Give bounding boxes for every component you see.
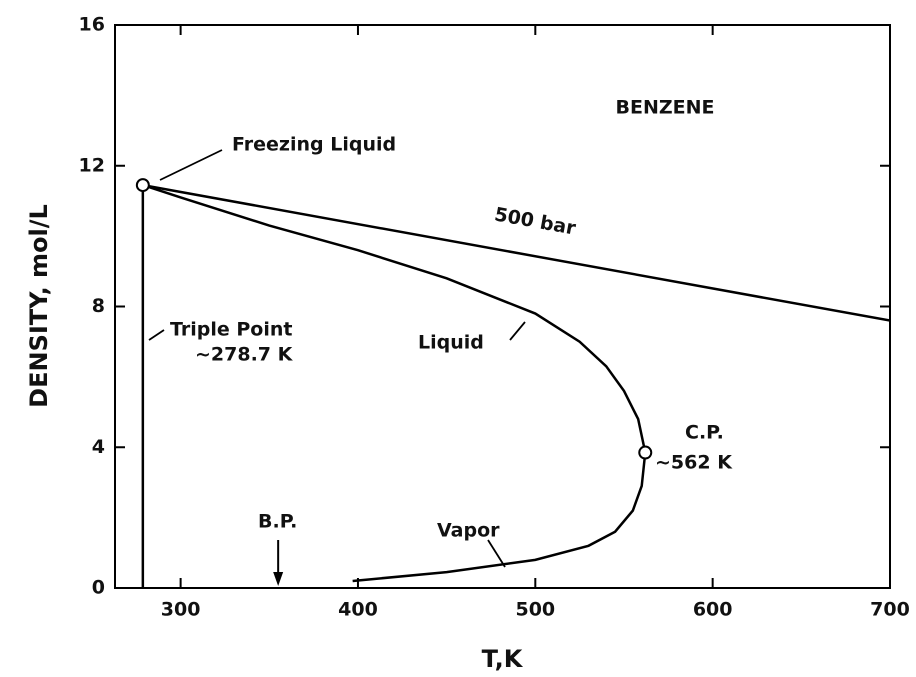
- leader-line: [159, 149, 223, 181]
- annotation: Triple Point: [170, 319, 292, 341]
- line: [142, 183, 891, 322]
- annotation: B.P.: [258, 511, 297, 533]
- line: [142, 183, 647, 453]
- y-tick-label: 12: [79, 154, 105, 176]
- point: [638, 445, 653, 460]
- x-tick-label: 600: [693, 599, 733, 621]
- bp-arrowhead: [273, 572, 284, 586]
- annotation: ~562 K: [655, 452, 733, 474]
- x-tick-label: 400: [338, 599, 378, 621]
- annotation: ~278.7 K: [195, 344, 294, 366]
- line: [352, 452, 647, 583]
- leader-line: [148, 329, 165, 341]
- y-tick-label: 0: [92, 577, 105, 599]
- annotation: Freezing Liquid: [232, 134, 396, 156]
- y-tick-label: 8: [92, 295, 105, 317]
- x-axis-label: T,K: [482, 645, 524, 673]
- x-tick-label: 500: [515, 599, 555, 621]
- y-tick-label: 16: [79, 14, 105, 36]
- series-label: Vapor: [437, 520, 500, 542]
- y-axis-label: DENSITY, mol/L: [25, 204, 53, 408]
- chart-title: BENZENE: [616, 97, 715, 119]
- annotation: C.P.: [685, 422, 724, 444]
- annotation-lines: [148, 149, 526, 568]
- plot-frame: [114, 24, 891, 589]
- series-label: 500 bar: [493, 203, 578, 239]
- leader-line: [487, 539, 506, 568]
- x-tick-label: 300: [161, 599, 201, 621]
- leader-line: [509, 321, 526, 341]
- point: [135, 178, 150, 193]
- series-label: Liquid: [418, 332, 484, 354]
- y-tick-label: 4: [92, 436, 105, 458]
- x-tick-label: 700: [870, 599, 910, 621]
